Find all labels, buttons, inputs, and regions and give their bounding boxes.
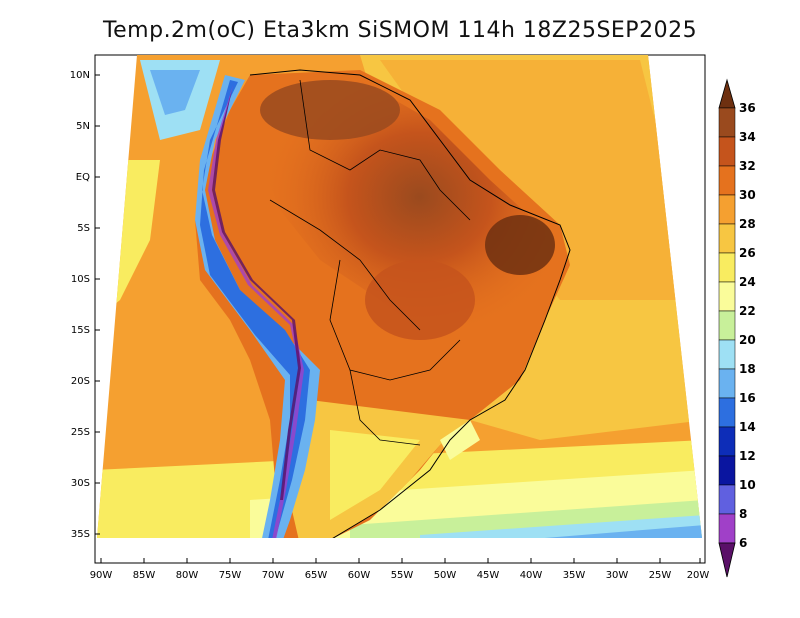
colorbar-label: 16 [739, 391, 756, 405]
colorbar-label: 22 [739, 304, 756, 318]
lon-label: 90W [90, 570, 113, 581]
colorbar-segment [718, 223, 736, 254]
colorbar-segment [718, 252, 736, 283]
longitude-axis: 90W 85W 80W 75W 70W 65W 60W 55W 50W 45W … [90, 558, 710, 581]
lat-label: 5N [76, 121, 90, 132]
lat-label: 20S [71, 376, 90, 387]
latitude-axis: 10N 5N EQ 5S 10S 15S 20S 25S 30S 35S [70, 70, 100, 540]
colorbar-label: 36 [739, 101, 756, 115]
lat-label: 30S [71, 478, 90, 489]
lon-label: 80W [176, 570, 199, 581]
lon-label: 60W [348, 570, 371, 581]
colorbar-label: 24 [739, 275, 756, 289]
lon-label: 35W [563, 570, 586, 581]
colorbar-label: 18 [739, 362, 756, 376]
colorbar-label: 10 [739, 478, 756, 492]
lon-label: 45W [477, 570, 500, 581]
colorbar-segment [718, 107, 736, 138]
colorbar-label: 14 [739, 420, 756, 434]
lon-label: 75W [219, 570, 242, 581]
colorbar-label: 28 [739, 217, 756, 231]
colorbar: 36 34 32 30 28 26 24 22 20 18 16 14 12 1… [718, 78, 756, 578]
lon-label: 65W [305, 570, 328, 581]
colorbar-label: 8 [739, 507, 747, 521]
temperature-field [97, 55, 702, 538]
map-title: Temp.2m(oC) Eta3km SiSMOM 114h 18Z25SEP2… [102, 18, 698, 43]
colorbar-segment [718, 368, 736, 399]
colorbar-segment [718, 281, 736, 312]
colorbar-label: 30 [739, 188, 756, 202]
lat-label: 15S [71, 325, 90, 336]
colorbar-segment [718, 455, 736, 486]
lon-label: 70W [262, 570, 285, 581]
lon-label: 55W [391, 570, 414, 581]
colorbar-label: 6 [739, 536, 747, 550]
colorbar-segment [718, 339, 736, 370]
lon-label: 50W [434, 570, 457, 581]
colorbar-label: 20 [739, 333, 756, 347]
lat-label: 10N [70, 70, 90, 81]
colorbar-segment [718, 165, 736, 196]
colorbar-label: 12 [739, 449, 756, 463]
colorbar-segment [718, 397, 736, 428]
colorbar-segment [718, 484, 736, 515]
colorbar-segment [718, 426, 736, 457]
colorbar-label: 26 [739, 246, 756, 260]
colorbar-segment [718, 136, 736, 167]
lat-label: 35S [71, 529, 90, 540]
colorbar-bottom-arrow [718, 542, 736, 578]
colorbar-top-arrow [718, 78, 736, 109]
lon-label: 20W [687, 570, 710, 581]
lon-label: 30W [606, 570, 629, 581]
lon-label: 25W [649, 570, 672, 581]
lon-label: 85W [133, 570, 156, 581]
lat-label: 5S [77, 223, 90, 234]
lat-label: EQ [76, 172, 90, 183]
colorbar-label: 32 [739, 159, 756, 173]
colorbar-label: 34 [739, 130, 756, 144]
lon-label: 40W [520, 570, 543, 581]
colorbar-segment [718, 310, 736, 341]
lat-label: 10S [71, 274, 90, 285]
lat-label: 25S [71, 427, 90, 438]
colorbar-segment [718, 513, 736, 544]
colorbar-segment [718, 194, 736, 225]
